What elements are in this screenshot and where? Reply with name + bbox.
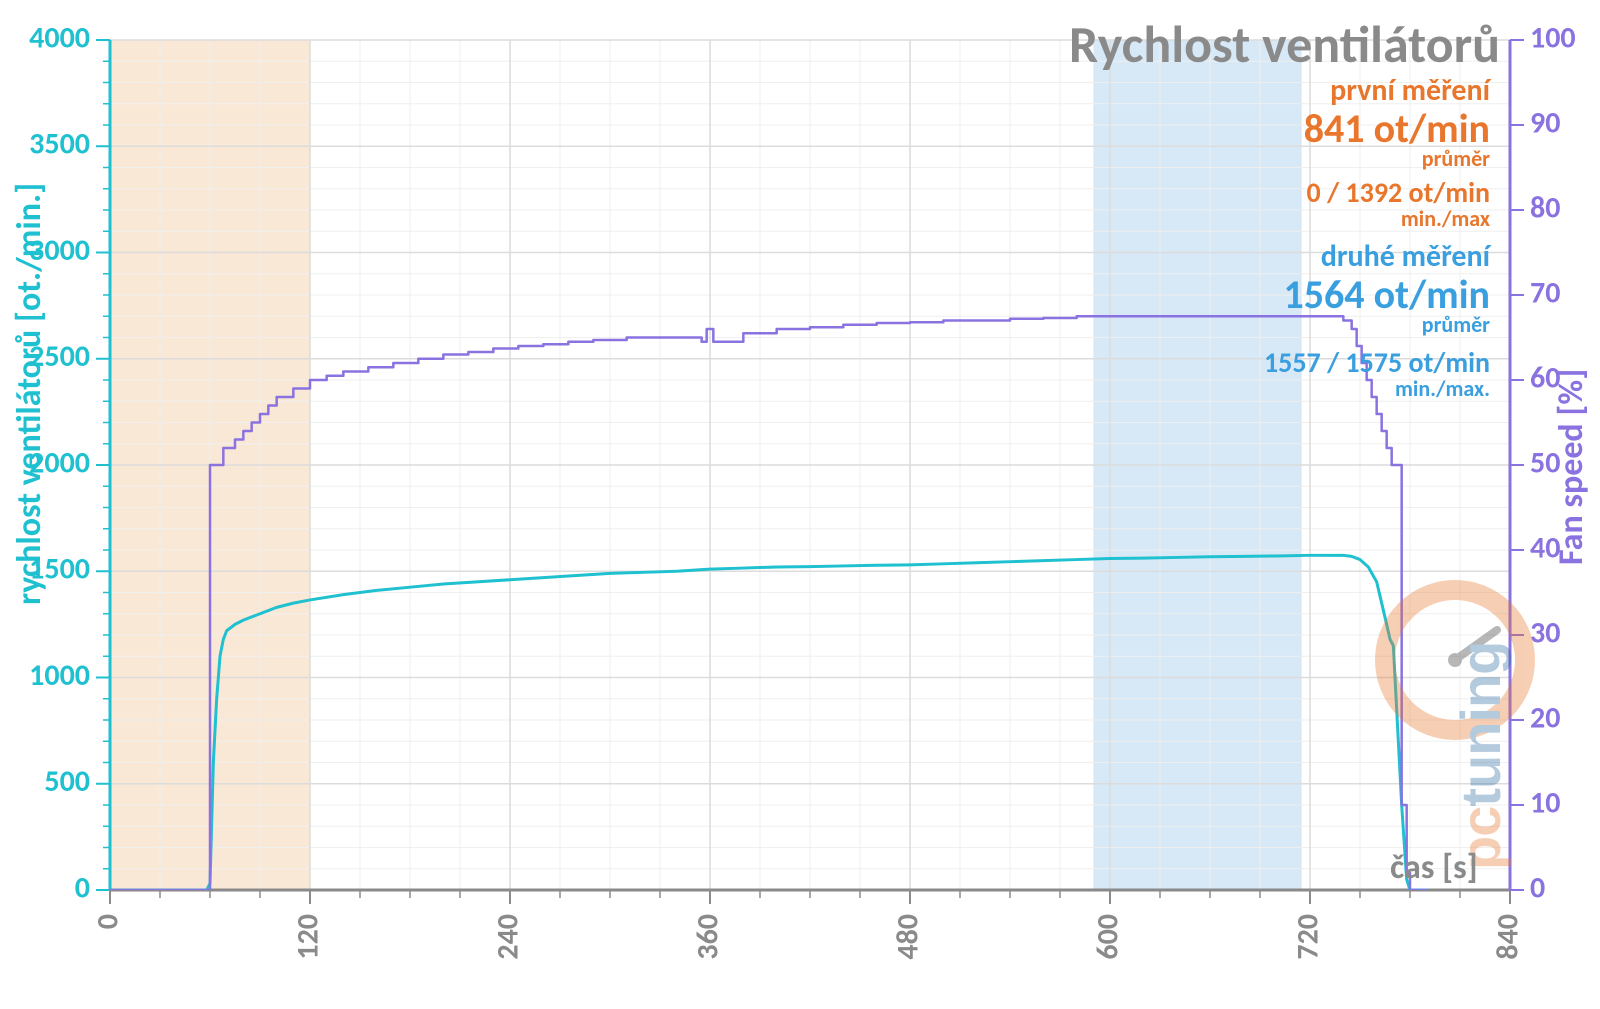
svg-text:pctuning: pctuning — [1449, 642, 1512, 870]
y-right-axis-title: Fan speed [%] — [1551, 369, 1592, 565]
x-axis-title: čas [s] — [1390, 847, 1478, 888]
y-right-tick-label: 70 — [1530, 274, 1560, 311]
y-left-tick-label: 3500 — [29, 126, 90, 163]
chart-title: Rychlost ventilátorů — [1069, 12, 1500, 76]
y-right-tick-label: 80 — [1530, 189, 1560, 226]
x-tick-label: 840 — [1489, 914, 1526, 960]
fan-speed-chart: 0120240360480600720840050010001500200025… — [0, 0, 1600, 1009]
annot-first-range-sub: min./max — [1401, 205, 1490, 232]
annot-second-range-sub: min./max. — [1395, 375, 1490, 402]
y-right-tick-label: 100 — [1530, 19, 1576, 56]
x-tick-label: 0 — [89, 914, 126, 929]
x-tick-label: 480 — [889, 914, 926, 960]
y-right-tick-label: 90 — [1530, 104, 1560, 141]
annot-first-value-sub: průměr — [1422, 145, 1490, 172]
y-left-tick-label: 500 — [44, 763, 90, 800]
y-left-axis-title: rychlost ventilátorů [ot./min.] — [9, 183, 50, 605]
x-tick-label: 360 — [689, 914, 726, 960]
y-left-tick-label: 1000 — [29, 657, 90, 694]
x-tick-label: 240 — [489, 914, 526, 960]
x-tick-label: 600 — [1089, 914, 1126, 960]
y-right-tick-label: 10 — [1530, 784, 1560, 821]
x-tick-label: 120 — [289, 914, 326, 960]
y-right-tick-label: 20 — [1530, 699, 1560, 736]
annot-second-value-sub: průměr — [1422, 311, 1490, 338]
y-right-tick-label: 0 — [1530, 869, 1545, 906]
x-tick-label: 720 — [1289, 914, 1326, 960]
y-left-tick-label: 4000 — [29, 19, 90, 56]
y-right-tick-label: 30 — [1530, 614, 1560, 651]
y-left-tick-label: 0 — [75, 869, 90, 906]
